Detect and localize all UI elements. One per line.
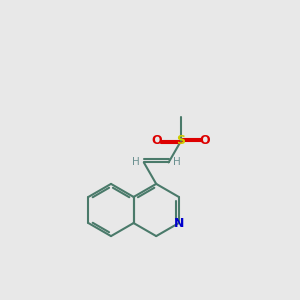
Text: O: O bbox=[200, 134, 210, 148]
Text: S: S bbox=[176, 134, 185, 148]
Text: H: H bbox=[132, 158, 140, 167]
Text: N: N bbox=[174, 217, 184, 230]
Text: H: H bbox=[173, 158, 181, 167]
Text: O: O bbox=[152, 134, 162, 148]
